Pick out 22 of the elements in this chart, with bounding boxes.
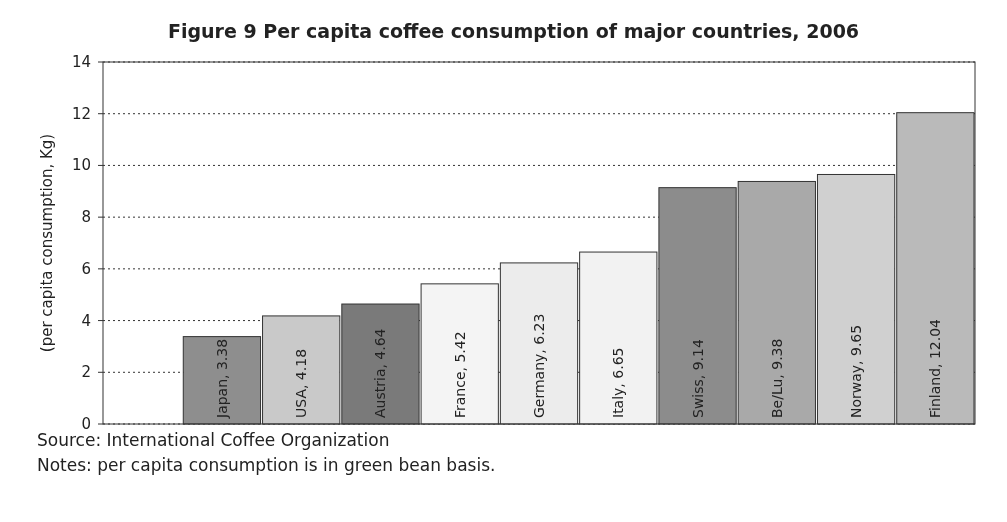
x-tick-label: Swiss, 9.14	[689, 339, 706, 418]
y-axis-title: (per capita consumption, Kg)	[38, 133, 56, 353]
x-tick-label: USA, 4.18	[293, 348, 310, 418]
x-tick-label: Italy, 6.65	[610, 347, 627, 418]
y-tick-label: 8	[81, 208, 91, 227]
y-tick-label: 10	[71, 156, 91, 175]
x-tick-label: Austria, 4.64	[372, 328, 389, 418]
y-tick-label: 12	[71, 104, 91, 123]
text: Notes: per capita consumption is in green bean basis.	[37, 455, 496, 475]
x-tick-label: Norway, 9.65	[848, 324, 865, 418]
x-tick-label: Japan, 3.38	[213, 338, 230, 419]
y-tick-label: 6	[81, 259, 91, 278]
y-tick-label: 4	[81, 311, 91, 330]
x-tick-label: Germany, 6.23	[531, 313, 547, 418]
chart-title: Figure 9 Per capita coffee consumption of major countries, 2006	[167, 20, 860, 42]
source-note: Source: International Coffee Organization	[37, 430, 390, 450]
x-tick-label: France, 5.42	[451, 331, 468, 418]
x-tick-label: Be/Lu, 9.38	[768, 338, 785, 418]
x-tick-label: Finland, 12.04	[927, 318, 944, 418]
y-tick-label: 2	[81, 363, 91, 382]
y-tick-label: 0	[81, 415, 91, 433]
y-tick-label: 14	[71, 53, 91, 71]
